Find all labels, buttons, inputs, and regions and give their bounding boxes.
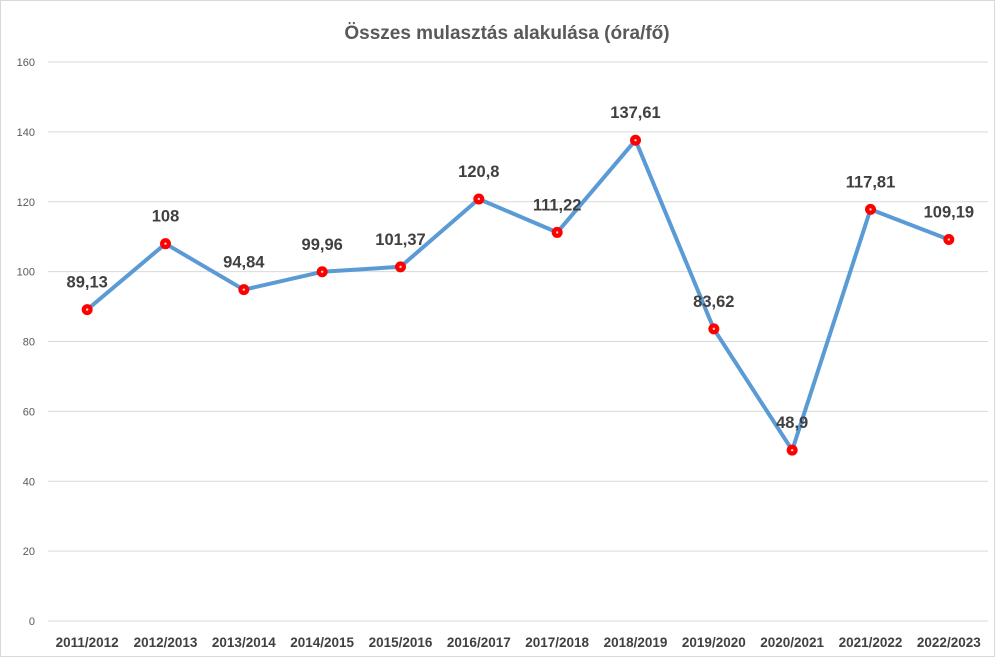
data-point-marker-center — [164, 242, 167, 245]
data-point-marker-center — [634, 139, 637, 142]
x-tick-label: 2017/2018 — [525, 635, 589, 650]
data-label: 111,22 — [533, 196, 582, 214]
y-tick-label: 20 — [23, 546, 35, 558]
x-tick-label: 2013/2014 — [212, 635, 276, 650]
data-label: 101,37 — [375, 231, 425, 249]
data-label: 48,9 — [776, 414, 808, 432]
data-label: 89,13 — [67, 274, 108, 292]
data-label: 120,8 — [458, 163, 499, 181]
y-axis-ticks: 0 20 40 60 80 100 120 140 160 — [17, 57, 35, 628]
data-point-marker-center — [85, 308, 89, 311]
data-point-marker-center — [790, 448, 794, 452]
x-tick-label: 2022/2023 — [917, 635, 981, 650]
data-label: 99,96 — [302, 236, 343, 254]
x-tick-label: 2018/2019 — [604, 635, 668, 650]
x-axis-ticks: 2011/2012 2012/2013 2013/2014 2014/2015 2015… — [56, 635, 982, 650]
x-tick-label: 2020/2021 — [760, 635, 824, 650]
data-point-marker-center — [477, 197, 481, 201]
data-label: 137,61 — [610, 104, 660, 122]
x-tick-label: 2021/2022 — [839, 635, 903, 650]
data-point-marker-center — [712, 327, 716, 331]
data-point-marker-center — [399, 265, 402, 269]
data-label: 94,84 — [223, 254, 265, 272]
data-point-marker-center — [242, 288, 246, 291]
x-tick-label: 2011/2012 — [56, 635, 119, 650]
y-tick-label: 60 — [23, 406, 35, 418]
y-tick-label: 120 — [17, 197, 35, 209]
y-tick-label: 0 — [29, 616, 35, 628]
data-label: 83,62 — [693, 293, 734, 311]
y-tick-label: 100 — [17, 267, 35, 279]
x-tick-label: 2015/2016 — [369, 635, 433, 650]
y-tick-label: 80 — [23, 337, 35, 349]
y-tick-label: 40 — [23, 476, 35, 488]
series-group — [81, 134, 955, 456]
chart-title: Összes mulasztás alakulása (óra/fő) — [344, 23, 669, 44]
data-labels: 89,13 108 94,84 99,96 101,37 120,8 111,22 137,6… — [67, 104, 975, 432]
data-point-marker-center — [869, 208, 872, 211]
data-label: 108 — [152, 208, 180, 226]
x-tick-label: 2014/2015 — [290, 635, 354, 650]
data-point-marker-center — [320, 270, 324, 273]
series-line — [85, 138, 951, 453]
x-tick-label: 2019/2020 — [682, 635, 746, 650]
data-label: 117,81 — [846, 173, 896, 191]
x-tick-label: 2012/2013 — [134, 635, 198, 650]
data-point-marker-center — [555, 231, 559, 234]
data-point-marker-center — [947, 238, 951, 241]
y-tick-label: 160 — [17, 57, 35, 69]
x-tick-label: 2016/2017 — [447, 635, 511, 650]
y-tick-label: 140 — [17, 127, 35, 139]
data-label: 109,19 — [924, 204, 974, 222]
gridlines — [48, 61, 988, 622]
